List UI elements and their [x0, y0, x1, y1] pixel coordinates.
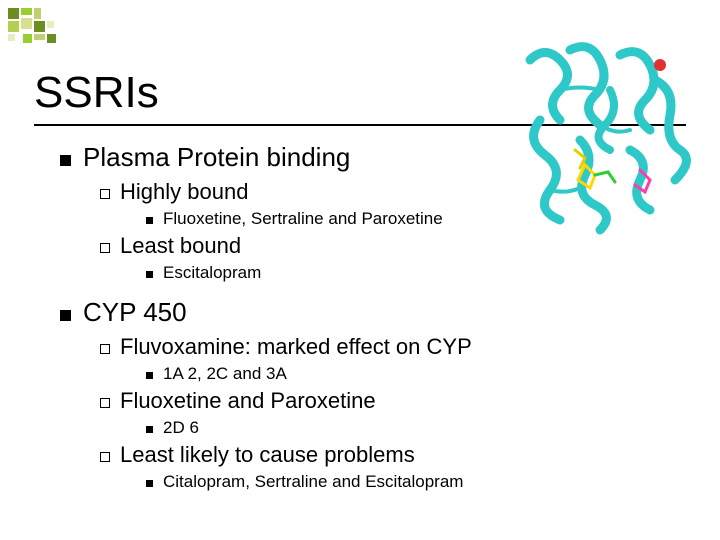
- list-item: Least likely to cause problems: [100, 442, 680, 468]
- section-heading: CYP 450: [60, 297, 680, 328]
- list-item: Fluvoxamine: marked effect on CYP: [100, 334, 680, 360]
- list-item-text: Fluvoxamine: marked effect on CYP: [120, 334, 472, 360]
- section-heading-text: CYP 450: [83, 297, 187, 328]
- list-item-text: Highly bound: [120, 179, 248, 205]
- list-item: Highly bound: [100, 179, 680, 205]
- list-item-text: Least likely to cause problems: [120, 442, 415, 468]
- deco-square: [34, 34, 45, 40]
- deco-square: [8, 21, 19, 32]
- deco-square: [23, 34, 32, 43]
- section-heading-text: Plasma Protein binding: [83, 142, 350, 173]
- list-subitem: 2D 6: [146, 418, 680, 438]
- slide-body: Plasma Protein binding Highly bound Fluo…: [60, 142, 680, 496]
- list-subitem: 1A 2, 2C and 3A: [146, 364, 680, 384]
- slide-title: SSRIs: [34, 68, 159, 118]
- bullet-small-square-icon: [146, 217, 153, 224]
- list-subitem-text: Escitalopram: [163, 263, 261, 283]
- bullet-hollow-square-icon: [100, 398, 110, 408]
- bullet-hollow-square-icon: [100, 344, 110, 354]
- bullet-small-square-icon: [146, 372, 153, 379]
- bullet-small-square-icon: [146, 271, 153, 278]
- list-subitem: Citalopram, Sertraline and Escitalopram: [146, 472, 680, 492]
- bullet-filled-square-icon: [60, 310, 71, 321]
- title-underline: [34, 124, 686, 126]
- list-item-text: Least bound: [120, 233, 241, 259]
- deco-square: [47, 21, 54, 28]
- list-subitem: Escitalopram: [146, 263, 680, 283]
- deco-square: [34, 21, 45, 32]
- list-subitem-text: Fluoxetine, Sertraline and Paroxetine: [163, 209, 443, 229]
- list-item-text: Fluoxetine and Paroxetine: [120, 388, 376, 414]
- deco-square: [8, 8, 19, 19]
- list-subitem-text: Citalopram, Sertraline and Escitalopram: [163, 472, 463, 492]
- list-item: Least bound: [100, 233, 680, 259]
- bullet-small-square-icon: [146, 426, 153, 433]
- list-subitem: Fluoxetine, Sertraline and Paroxetine: [146, 209, 680, 229]
- deco-square: [34, 8, 41, 19]
- bullet-filled-square-icon: [60, 155, 71, 166]
- list-item: Fluoxetine and Paroxetine: [100, 388, 680, 414]
- list-subitem-text: 2D 6: [163, 418, 199, 438]
- bullet-hollow-square-icon: [100, 243, 110, 253]
- bullet-small-square-icon: [146, 480, 153, 487]
- corner-decoration: [8, 8, 128, 48]
- list-subitem-text: 1A 2, 2C and 3A: [163, 364, 287, 384]
- deco-square: [8, 34, 15, 41]
- deco-square: [47, 34, 56, 43]
- deco-square: [21, 18, 32, 29]
- bullet-hollow-square-icon: [100, 452, 110, 462]
- bullet-hollow-square-icon: [100, 189, 110, 199]
- deco-square: [21, 8, 32, 15]
- section-heading: Plasma Protein binding: [60, 142, 680, 173]
